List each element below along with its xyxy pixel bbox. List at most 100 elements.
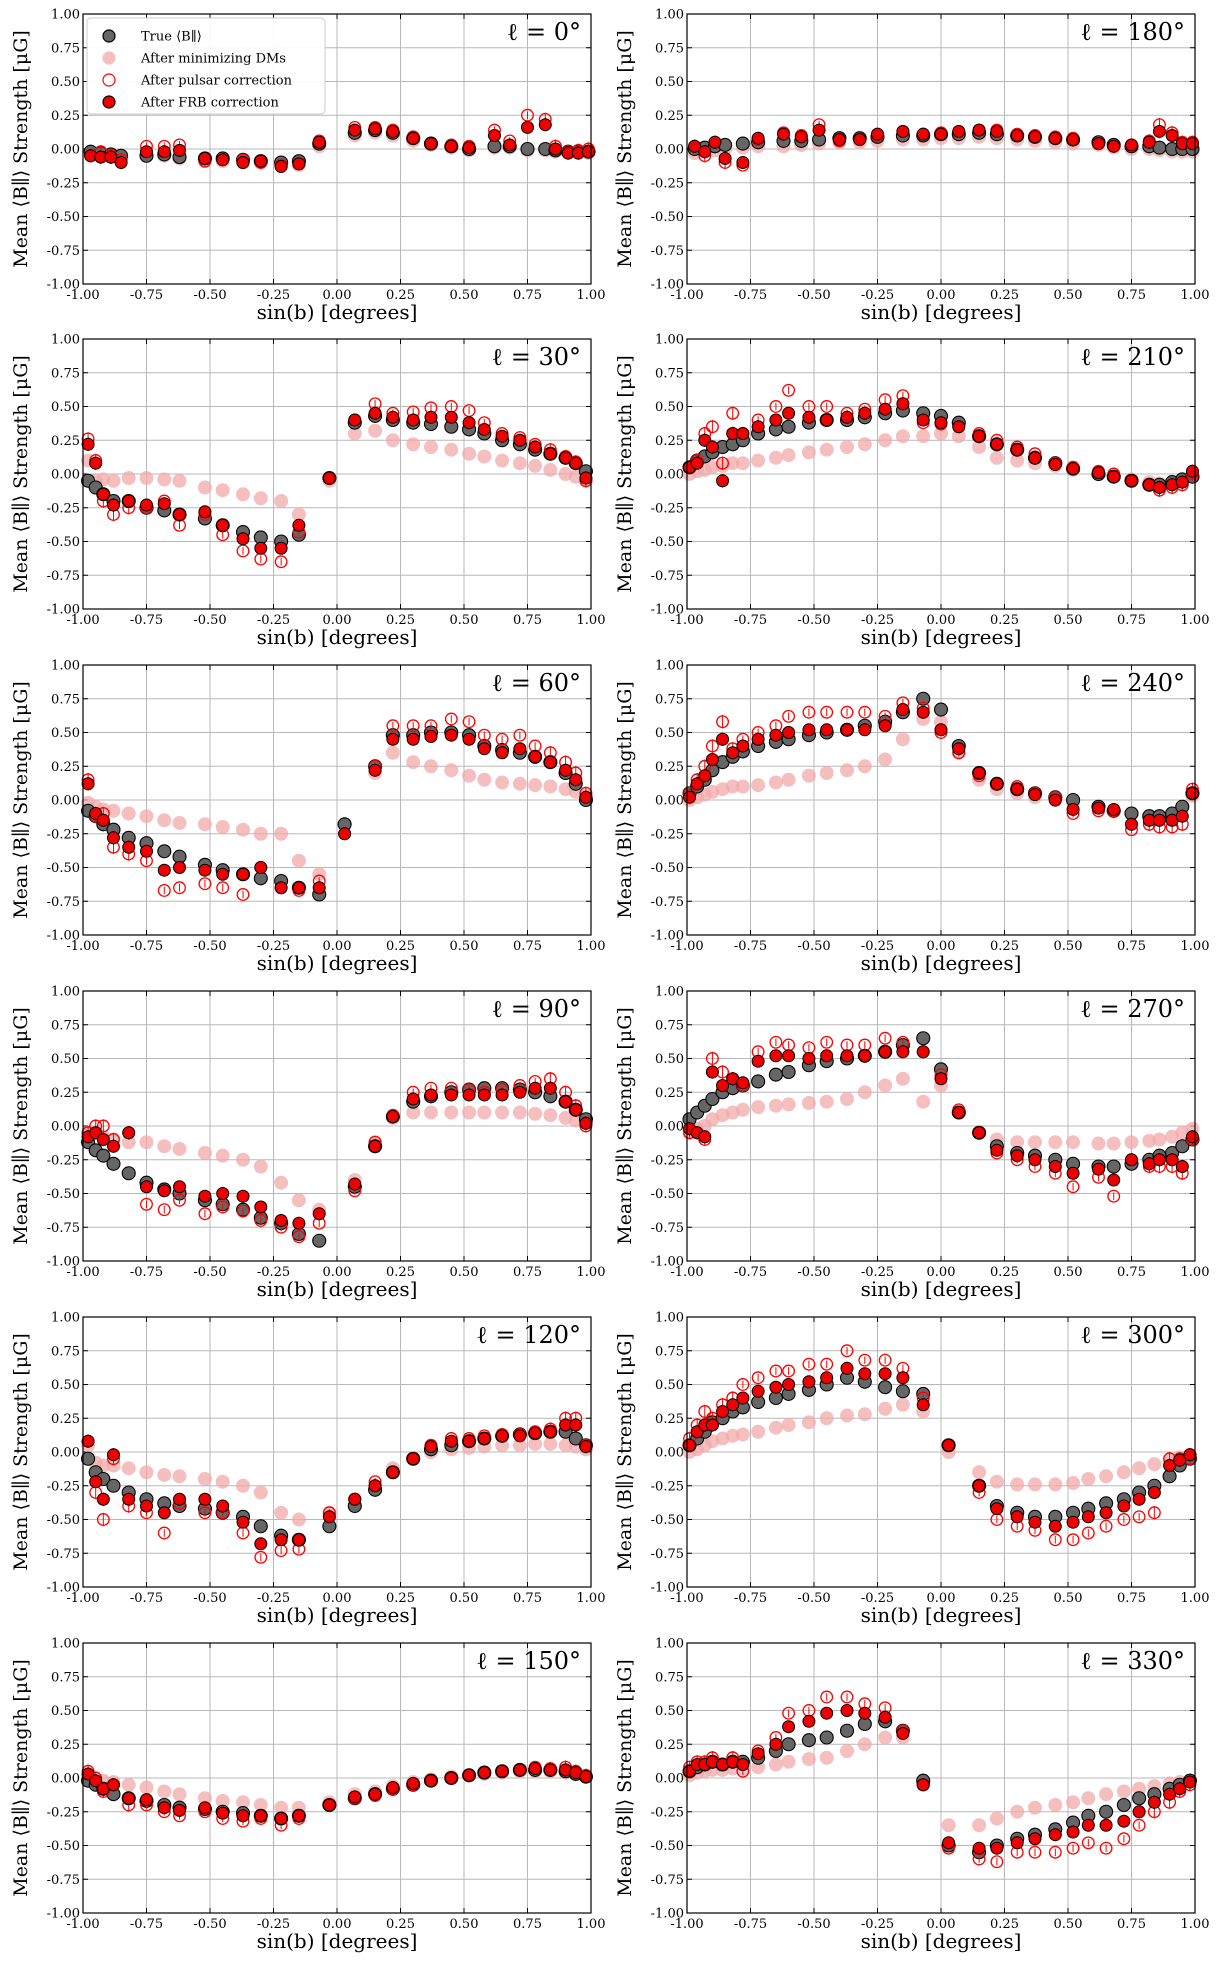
data-point-mindm bbox=[1124, 1135, 1139, 1150]
data-point-frb bbox=[96, 487, 110, 501]
data-point-frb bbox=[858, 406, 872, 420]
data-point-frb bbox=[934, 1072, 948, 1086]
data-point-mindm bbox=[172, 1787, 187, 1802]
data-point-mindm bbox=[1027, 1477, 1042, 1492]
data-point-frb bbox=[1091, 466, 1105, 480]
data-point-frb bbox=[751, 1747, 765, 1761]
data-point-frb bbox=[1147, 1795, 1161, 1809]
data-point-frb bbox=[292, 1809, 306, 1823]
data-point-pulsar bbox=[769, 1035, 783, 1049]
data-point-mindm bbox=[989, 1811, 1004, 1826]
data-point-frb bbox=[952, 742, 966, 756]
data-point-pulsar bbox=[878, 1031, 892, 1045]
data-point-frb bbox=[840, 723, 854, 737]
data-point-mindm bbox=[801, 1096, 816, 1111]
y-tick-label: 1.00 bbox=[51, 333, 80, 348]
data-point-true bbox=[705, 1091, 720, 1107]
data-point-frb bbox=[782, 1720, 796, 1734]
y-tick-label: -0.25 bbox=[651, 1479, 684, 1494]
data-point-mindm bbox=[528, 778, 543, 793]
data-point-frb bbox=[1132, 1492, 1146, 1506]
data-point-mindm bbox=[1048, 1798, 1063, 1812]
data-point-frb bbox=[840, 1049, 854, 1063]
data-point-frb bbox=[386, 410, 400, 424]
data-point-frb bbox=[705, 1418, 719, 1432]
data-point-frb bbox=[1185, 464, 1199, 478]
data-point-frb bbox=[106, 1139, 120, 1153]
y-tick-label: 0.50 bbox=[655, 1378, 684, 1393]
y-tick-label: 0.50 bbox=[51, 1704, 80, 1719]
data-point-true bbox=[768, 1067, 783, 1082]
data-point-mindm bbox=[106, 803, 121, 818]
data-point-frb bbox=[386, 124, 400, 138]
y-tick-label: -0.25 bbox=[47, 501, 80, 516]
data-point-mindm bbox=[801, 768, 816, 783]
data-point-frb bbox=[173, 1180, 187, 1194]
x-tick-label: -1.00 bbox=[670, 613, 703, 628]
data-point-mindm bbox=[106, 473, 121, 488]
data-point-frb bbox=[106, 498, 120, 512]
data-point-frb bbox=[858, 1706, 872, 1720]
data-point-frb bbox=[81, 777, 95, 791]
y-tick-label: -0.75 bbox=[47, 569, 80, 584]
data-point-frb bbox=[1107, 1173, 1121, 1187]
data-point-mindm bbox=[236, 822, 251, 837]
y-tick-label: -0.75 bbox=[47, 244, 80, 259]
data-point-true bbox=[1116, 1797, 1131, 1813]
data-point-frb bbox=[782, 1049, 796, 1063]
x-tick-label: -0.25 bbox=[861, 613, 894, 628]
x-tick-label: 0.00 bbox=[927, 1265, 956, 1280]
data-point-frb bbox=[1152, 481, 1166, 494]
data-point-frb bbox=[216, 1806, 230, 1820]
data-point-mindm bbox=[972, 1818, 987, 1833]
y-tick-label: -0.75 bbox=[651, 1547, 684, 1562]
data-point-frb bbox=[157, 1506, 171, 1520]
data-point-frb bbox=[477, 1088, 491, 1102]
data-point-mindm bbox=[751, 1100, 766, 1115]
data-point-frb bbox=[559, 763, 573, 777]
data-point-frb bbox=[708, 135, 722, 149]
y-tick-label: 0.25 bbox=[51, 1086, 80, 1101]
data-point-frb bbox=[896, 1726, 910, 1740]
data-point-pulsar bbox=[236, 1204, 250, 1218]
x-tick-label: 0.25 bbox=[990, 939, 1019, 954]
data-point-frb bbox=[106, 1778, 120, 1792]
x-tick-label: 1.00 bbox=[1181, 288, 1210, 303]
data-point-pulsar bbox=[820, 1035, 834, 1049]
y-tick-label: -0.50 bbox=[47, 1839, 80, 1854]
data-point-frb bbox=[736, 1391, 750, 1405]
data-point-mindm bbox=[857, 759, 872, 774]
y-tick-label: -0.50 bbox=[47, 861, 80, 876]
y-tick-label: 1.00 bbox=[655, 333, 684, 348]
x-tick-label: 1.00 bbox=[577, 613, 606, 628]
data-point-frb bbox=[569, 1418, 583, 1432]
data-point-frb bbox=[106, 831, 120, 845]
data-point-frb bbox=[1028, 788, 1042, 802]
data-point-mindm bbox=[215, 1148, 230, 1163]
data-point-frb bbox=[368, 1139, 382, 1153]
data-point-frb bbox=[386, 1465, 400, 1479]
data-point-frb bbox=[236, 1189, 250, 1203]
legend-label: True ⟨B∥⟩ bbox=[141, 30, 202, 45]
data-point-pulsar bbox=[716, 456, 730, 470]
data-point-frb bbox=[104, 150, 118, 164]
data-point-mindm bbox=[423, 440, 438, 454]
data-point-frb bbox=[236, 156, 250, 169]
y-tick-label: 0.50 bbox=[655, 726, 684, 741]
axes-frame bbox=[686, 13, 1196, 285]
y-tick-label: -0.25 bbox=[651, 827, 684, 842]
data-point-mindm bbox=[543, 1108, 558, 1123]
data-point-frb bbox=[683, 1438, 697, 1452]
data-point-frb bbox=[990, 777, 1004, 791]
x-tick-label: 1.00 bbox=[1181, 1917, 1210, 1932]
data-point-mindm bbox=[1027, 1800, 1042, 1815]
data-point-mindm bbox=[840, 1092, 855, 1106]
data-point-frb bbox=[698, 1130, 712, 1144]
data-point-frb bbox=[794, 130, 808, 144]
data-point-mindm bbox=[751, 778, 766, 793]
data-point-frb bbox=[1142, 135, 1156, 149]
data-point-pulsar bbox=[254, 1550, 268, 1564]
data-point-mindm bbox=[735, 1102, 750, 1117]
panel-label: ℓ = 0° bbox=[507, 18, 581, 46]
data-point-frb bbox=[386, 1780, 400, 1794]
